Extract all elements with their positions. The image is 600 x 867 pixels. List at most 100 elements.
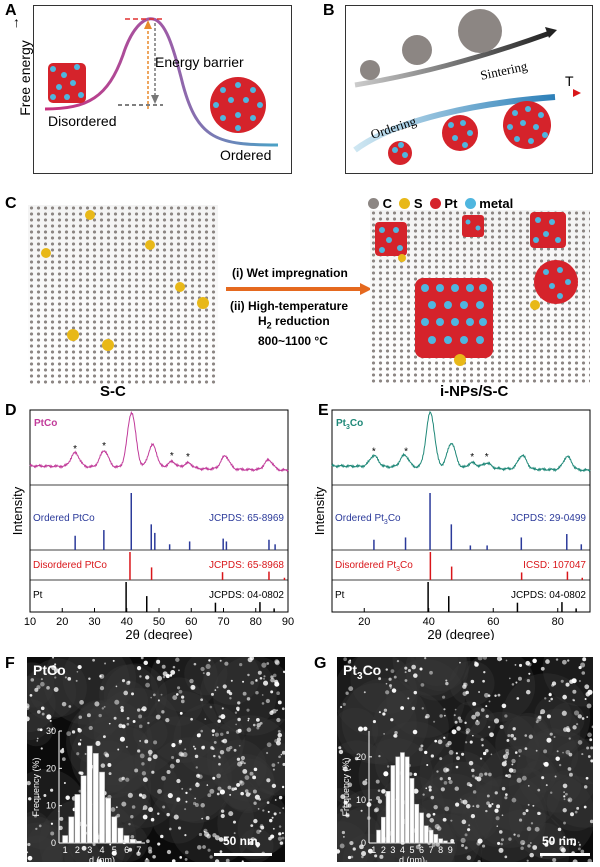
x-tick-label: 10 xyxy=(24,616,36,628)
x-tick-label: 50 xyxy=(153,616,165,628)
reference-card: JCPDS: 04-0802 xyxy=(511,590,586,601)
hist-x-label: d (nm) xyxy=(399,855,425,865)
hist-x-label: d (nm) xyxy=(89,855,115,865)
hist-bar xyxy=(424,825,429,844)
hist-bar xyxy=(385,791,391,844)
step2-reduction-label: H2 reduction xyxy=(258,314,330,331)
temperature-label: T xyxy=(565,73,574,89)
x-tick-label: 60 xyxy=(185,616,197,628)
hist-x-tick-label: 3 xyxy=(390,845,395,855)
sintering-ordering-diagram xyxy=(353,9,581,165)
hist-y-tick-label: 10 xyxy=(46,801,56,811)
chart-frame xyxy=(29,409,289,613)
panel-letter-e: E xyxy=(318,402,329,419)
hist-bar xyxy=(68,816,75,844)
x-tick-label: 80 xyxy=(552,616,564,628)
legend: C S Pt metal xyxy=(368,196,513,211)
inps-particle-4 xyxy=(534,260,578,304)
hist-x-tick-label: 6 xyxy=(419,845,424,855)
sc-label: S-C xyxy=(100,383,126,400)
x-tick-label: 30 xyxy=(88,616,100,628)
ordered-nanoparticle xyxy=(210,77,266,133)
hist-x-tick-label: 3 xyxy=(87,845,92,855)
panel-letter-g: G xyxy=(314,655,327,672)
hist-bar xyxy=(428,829,434,844)
legend-metal: metal xyxy=(479,196,514,211)
hist-bar xyxy=(111,816,118,844)
x-tick-label: 20 xyxy=(358,616,370,628)
step1-label: (i) Wet impregnation xyxy=(232,266,348,280)
reference-label: Ordered PtCo xyxy=(33,513,95,524)
energy-barrier-label: Energy barrier xyxy=(155,54,244,70)
impurity-asterisk: * xyxy=(73,444,77,455)
impurity-asterisk: * xyxy=(170,451,174,462)
reference-card: JCPDS: 29-0499 xyxy=(511,513,586,524)
hist-bar xyxy=(117,827,124,844)
temperature-range-label: 800~1100 °C xyxy=(258,334,328,348)
reference-label: Disordered Pt3Co xyxy=(335,560,413,573)
panel-letter-c: C xyxy=(5,195,17,212)
x-tick-label: 40 xyxy=(423,616,435,628)
panel-letter-d: D xyxy=(5,402,17,419)
impurity-asterisk: * xyxy=(102,441,106,452)
hist-y-label: Frequency (%) xyxy=(341,757,351,816)
hist-x-tick-label: 6 xyxy=(124,845,129,855)
hist-x-tick-label: 4 xyxy=(400,845,405,855)
scale-label-ptco: 50 nm xyxy=(223,834,258,848)
hist-y-tick-label: 30 xyxy=(46,726,56,736)
hist-bar xyxy=(80,775,87,844)
impurity-asterisk: * xyxy=(186,452,190,463)
panel-letter-f: F xyxy=(5,655,15,672)
x-axis-label: 2θ (degree) xyxy=(125,627,192,640)
hist-x-tick-label: 5 xyxy=(112,845,117,855)
size-histogram-pt3co: 0 10 20 1 2 3 4 5 6 7 8 9 d (nm) Frequency (%) xyxy=(341,731,455,865)
step2-label: (ii) High-temperature xyxy=(230,299,349,313)
panel-a-yarrow: ↑ xyxy=(13,14,20,30)
sintering-particle-large xyxy=(458,9,502,53)
hist-bar xyxy=(129,839,136,844)
hist-bar xyxy=(404,756,410,844)
hist-y-tick-label: 0 xyxy=(361,838,366,848)
x-tick-label: 70 xyxy=(217,616,229,628)
legend-c: C xyxy=(382,196,393,211)
ordering-particle-large xyxy=(503,101,551,149)
reference-label: Disordered PtCo xyxy=(33,560,107,571)
xrd-trace xyxy=(331,410,591,473)
legend-c-icon xyxy=(368,198,379,209)
reference-label: Pt xyxy=(33,590,43,601)
hist-bar xyxy=(123,835,130,844)
scale-label-pt3co: 50 nm xyxy=(542,834,577,848)
xrd-chart-pt3co: * * * * Ordered Pt3Co JCPDS: 29-0499 Disordere… xyxy=(312,409,591,640)
hist-bar xyxy=(438,838,443,844)
inps-particle-1 xyxy=(375,222,407,256)
legend-pt: Pt xyxy=(444,196,458,211)
panel-a-ylabel: Free energy xyxy=(17,40,33,116)
reference-label: Ordered Pt3Co xyxy=(335,513,401,526)
hist-bar xyxy=(390,765,396,844)
legend-metal-icon xyxy=(464,198,476,209)
hist-bar xyxy=(381,816,386,844)
reference-card: JCPDS: 65-8968 xyxy=(209,560,284,571)
x-tick-label: 90 xyxy=(282,616,294,628)
disordered-label: Disordered xyxy=(48,113,117,129)
hist-y-tick-label: 20 xyxy=(46,763,56,773)
sintering-particle-medium xyxy=(402,35,432,65)
x-tick-label: 80 xyxy=(250,616,262,628)
scale-bar-ptco xyxy=(214,853,272,856)
x-tick-label: 20 xyxy=(56,616,68,628)
legend-s: S xyxy=(413,196,423,211)
sintering-particle-small xyxy=(360,60,380,80)
size-histogram-ptco: 0 10 20 30 1 2 3 4 5 6 7 d (nm) Frequency (%) xyxy=(31,726,145,865)
hist-x-tick-label: 8 xyxy=(438,845,443,855)
reference-card: JCPDS: 04-0802 xyxy=(209,590,284,601)
hist-bar xyxy=(92,753,99,844)
reference-card: JCPDS: 65-8969 xyxy=(209,513,284,524)
hist-bar xyxy=(86,745,93,844)
hist-bar xyxy=(74,794,81,844)
inps-particle-5 xyxy=(415,278,493,358)
x-axis-label: 2θ (degree) xyxy=(427,627,494,640)
inps-particles xyxy=(375,212,578,366)
hist-x-tick-label: 5 xyxy=(409,845,414,855)
hist-x-tick-label: 2 xyxy=(381,845,386,855)
tem-title-pt3co: Pt3Co xyxy=(343,662,382,682)
